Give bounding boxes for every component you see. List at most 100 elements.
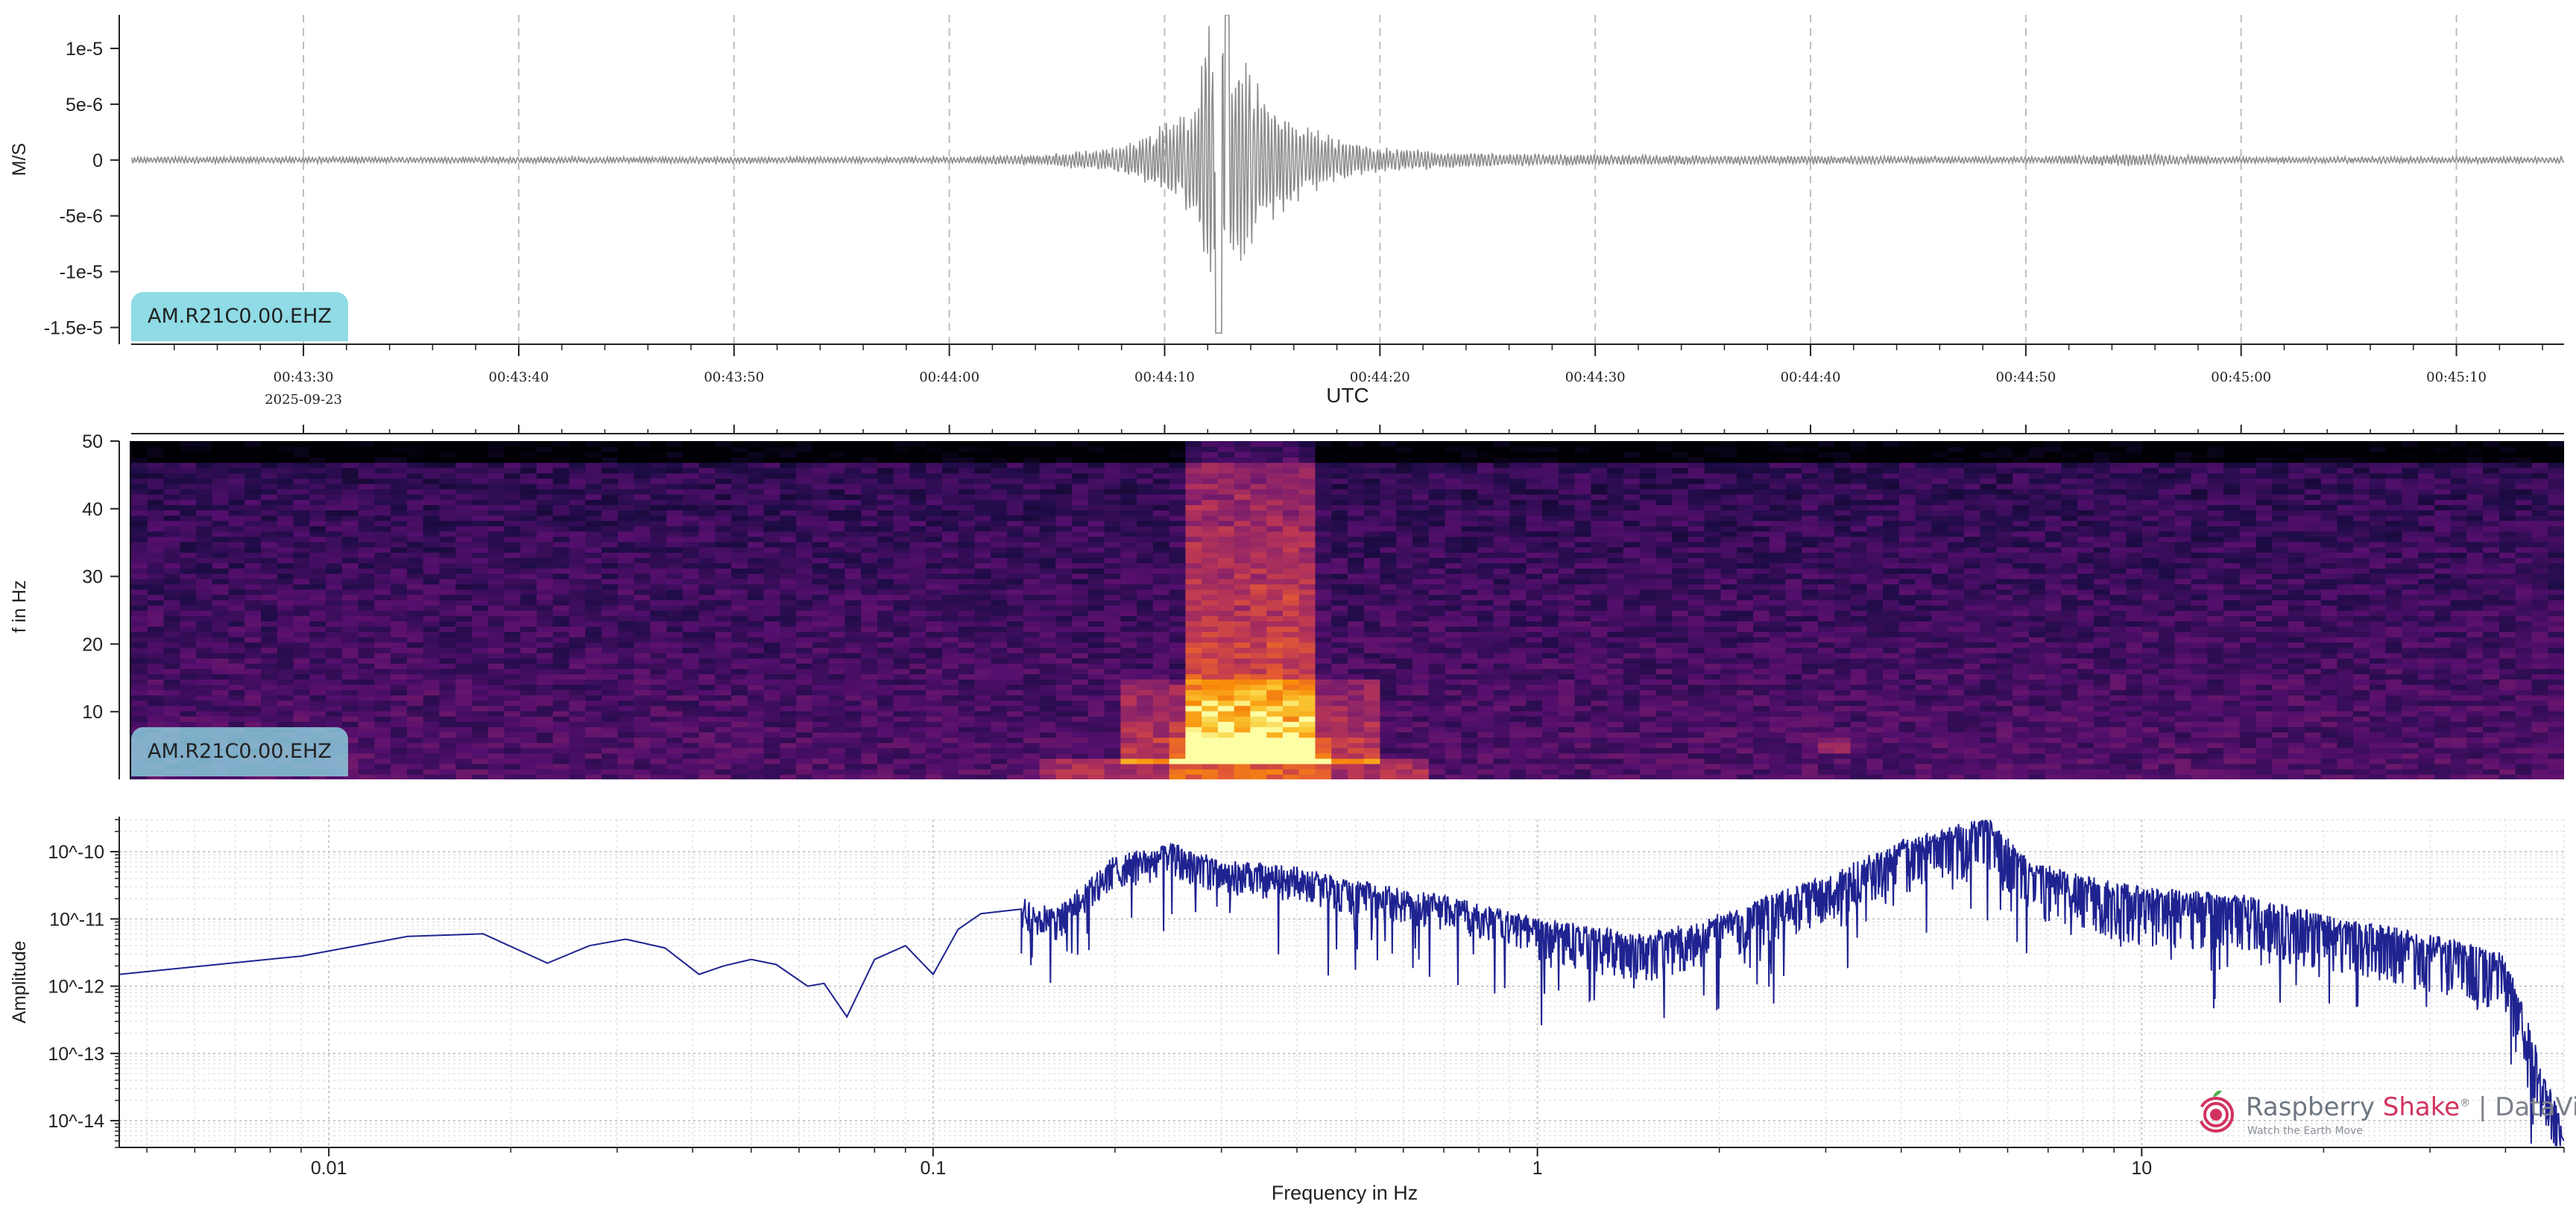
spectrogram-cell	[1120, 478, 1137, 484]
spectrogram-cell	[747, 652, 765, 659]
spectrogram-cell	[358, 636, 376, 643]
spectrogram-cell	[974, 441, 992, 447]
spectrogram-cell	[991, 626, 1008, 633]
spectrogram-cell	[698, 742, 716, 749]
spectrogram-cell	[196, 631, 213, 638]
spectrogram-cell	[439, 499, 456, 505]
spectrogram-cell	[1137, 732, 1154, 738]
spectrogram-cell	[909, 563, 927, 569]
spectrogram-cell	[780, 742, 797, 749]
spectrogram-cell	[1217, 652, 1235, 659]
spectrogram-cell	[293, 467, 311, 474]
spectrogram-cell	[406, 525, 424, 532]
spectrogram-cell	[439, 573, 456, 580]
spectrogram-cell	[163, 657, 181, 664]
spectrogram-cell	[196, 721, 213, 727]
spectrogram-cell	[1120, 763, 1137, 770]
spectrogram-cell	[261, 599, 278, 606]
spectrogram-cell	[861, 493, 878, 500]
spectrogram-cell	[358, 441, 376, 447]
spectrogram-cell	[1152, 662, 1170, 669]
spectrogram-cell	[666, 557, 684, 563]
spectrogram-cell	[650, 721, 667, 727]
spectrogram-cell	[341, 552, 359, 558]
spectrogram-cell	[244, 631, 262, 638]
spectrogram-cell	[926, 615, 943, 621]
spectrogram-cell	[942, 642, 959, 648]
spectrogram-cell	[747, 610, 765, 616]
spectrogram-cell	[1202, 615, 1219, 621]
spectrogram-cell	[406, 493, 424, 500]
spectrogram-cell	[828, 768, 846, 775]
spectrogram-cell	[391, 726, 408, 732]
spectrogram-cell	[1120, 773, 1137, 779]
spectrogram-cell	[796, 758, 813, 764]
spectrogram-cell	[1152, 615, 1170, 621]
spectrogram-cell	[326, 721, 343, 727]
spectrogram-cell	[293, 710, 311, 717]
spectrogram-cell	[244, 557, 262, 563]
spectrogram-cell	[1250, 583, 1267, 590]
spectrogram-cell	[1315, 758, 1333, 764]
spectrogram-cell	[715, 446, 732, 452]
spectrogram-cell	[991, 604, 1008, 611]
spectrogram-cell	[1087, 726, 1105, 732]
spectrogram-cell	[763, 662, 781, 669]
spectrogram-cell	[1185, 446, 1202, 452]
spectrogram-cell	[180, 662, 197, 669]
spectrogram-cell	[1087, 647, 1105, 653]
spectrogram-cell	[650, 441, 667, 447]
spectrogram-cell	[569, 763, 587, 770]
spectrogram-cell	[406, 763, 424, 770]
spectrogram-cell	[942, 715, 959, 722]
spectrogram-cell	[861, 763, 878, 770]
spectrogram-cell	[455, 441, 473, 447]
spectrogram-cell	[504, 679, 522, 685]
spectrogram-cell	[520, 742, 537, 749]
spectrogram-cell	[1072, 721, 1089, 727]
spectrogram-cell	[439, 710, 456, 717]
spectrogram-cell	[763, 773, 781, 779]
spectrogram-cell	[537, 472, 554, 479]
spectrogram-cell	[1007, 441, 1024, 447]
spectrogram-cell	[1315, 525, 1333, 532]
spectrogram-cell	[293, 647, 311, 653]
spectrogram-cell	[1331, 462, 1348, 469]
spectrogram-cell	[1055, 642, 1073, 648]
spectrogram-cell	[537, 557, 554, 563]
spectrogram-cell	[244, 621, 262, 627]
spectrogram-cell	[780, 452, 797, 458]
spectrogram-cell	[439, 679, 456, 685]
spectrogram-cell	[634, 689, 651, 696]
spectrogram-cell	[1202, 737, 1219, 744]
spectrogram-cell	[991, 652, 1008, 659]
spectrogram-cell	[147, 452, 165, 458]
spectrogram-cell	[1315, 515, 1333, 522]
spectrogram-cell	[277, 441, 294, 447]
spectrogram-cell	[666, 768, 684, 775]
spectrogram-cell	[537, 721, 554, 727]
spectrogram-cell	[163, 668, 181, 674]
spectrogram-cell	[1039, 721, 1057, 727]
spectrogram-cell	[1120, 594, 1137, 601]
spectrogram-cell	[698, 715, 716, 722]
spectrogram-cell	[1152, 563, 1170, 569]
spectrogram-cell	[1104, 773, 1122, 779]
spectrogram-cell	[682, 525, 700, 532]
spectrogram-cell	[163, 515, 181, 522]
spectrogram-cell	[228, 715, 246, 722]
spectrogram-cell	[1023, 488, 1041, 495]
spectrogram-cell	[455, 589, 473, 595]
spectrogram-cell	[877, 747, 894, 754]
spectrogram-cell	[731, 668, 748, 674]
spectrogram-cell	[1104, 705, 1122, 712]
spectrogram-cell	[666, 684, 684, 691]
spectrogram-cell	[1137, 504, 1154, 510]
spectrogram-cell	[374, 599, 391, 606]
spectrogram-cell	[1023, 721, 1041, 727]
spectrogram-cell	[358, 610, 376, 616]
spectrogram-cell	[309, 541, 326, 548]
spectrogram-cell	[909, 626, 927, 633]
spectrogram-cell	[1152, 705, 1170, 712]
spectrogram-cell	[341, 647, 359, 653]
